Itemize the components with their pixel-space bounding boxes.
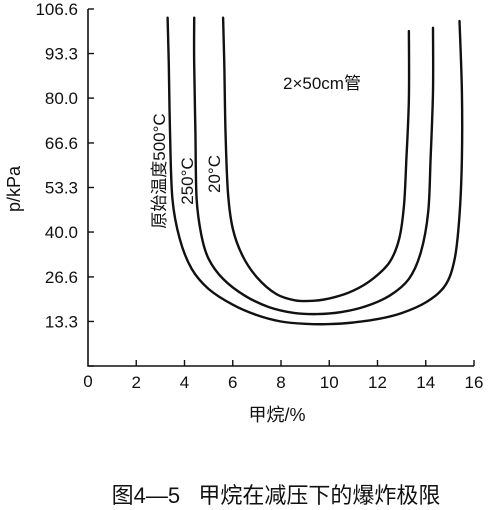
- x-tick-label: 4: [180, 373, 189, 392]
- y-axis-ticks: 13.3 26.6 40.0 53.3 66.6 80.0 93.3 106.6: [35, 0, 94, 367]
- series-curve-250c: [192, 16, 435, 316]
- x-tick-label: 10: [320, 373, 339, 392]
- y-tick-label: 106.6: [35, 0, 78, 19]
- series-curve-20c: [221, 16, 411, 303]
- y-tick-label: 66.6: [45, 134, 78, 153]
- x-tick-label: 16: [465, 373, 484, 392]
- y-tick-label: 53.3: [45, 179, 78, 198]
- x-tick-label: 8: [276, 373, 285, 392]
- x-tick-label: 6: [228, 373, 237, 392]
- series-curve-500c: [166, 16, 464, 326]
- tube-annotation: 2×50cm管: [283, 74, 361, 93]
- series-label-250c: 250°C: [178, 157, 197, 204]
- series-label-500c: 原始温度500°C: [150, 113, 169, 228]
- y-tick-label: 40.0: [45, 223, 78, 242]
- plot-frame: [87, 9, 474, 367]
- y-tick-label: 80.0: [45, 89, 78, 108]
- x-origin-label: 0: [83, 372, 92, 391]
- x-axis-ticks: 2 4 6 8 10 12 14 16: [132, 360, 484, 392]
- x-axis-title: 甲烷/%: [248, 405, 305, 425]
- figure-caption: 图4—5 甲烷在减压下的爆炸极限: [112, 483, 441, 508]
- x-tick-label: 2: [132, 373, 141, 392]
- y-tick-label: 13.3: [45, 312, 78, 331]
- y-tick-label: 26.6: [45, 268, 78, 287]
- x-tick-label: 14: [416, 373, 435, 392]
- y-tick-label: 93.3: [45, 45, 78, 64]
- series-group: [166, 16, 464, 326]
- series-label-20c: 20°C: [205, 155, 224, 193]
- y-axis-title: p/kPa: [4, 165, 24, 212]
- x-tick-label: 12: [368, 373, 387, 392]
